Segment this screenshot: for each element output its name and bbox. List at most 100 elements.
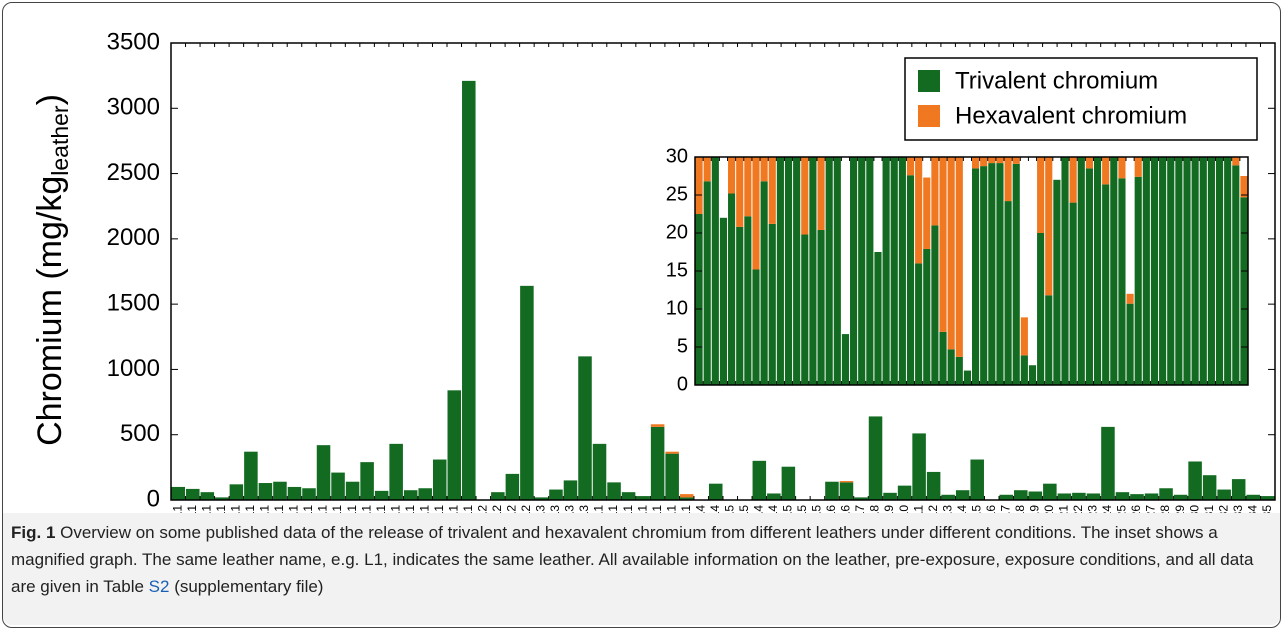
bar	[432, 459, 447, 500]
plot-frame	[170, 42, 1276, 501]
bar	[505, 473, 520, 500]
y-tick-label: 2000	[107, 224, 160, 251]
bar	[854, 497, 868, 500]
bar	[801, 157, 809, 235]
bar	[963, 370, 971, 385]
bar	[1115, 492, 1130, 500]
bar	[592, 443, 607, 500]
bar	[719, 217, 728, 385]
bar	[1173, 494, 1188, 500]
y-tick-label: 0	[677, 373, 688, 395]
bar	[890, 157, 898, 385]
bar	[1232, 165, 1240, 385]
bar	[839, 481, 854, 483]
bar	[728, 193, 736, 385]
bars	[695, 157, 1248, 385]
bar	[1102, 184, 1110, 385]
y-tick-label: 1500	[107, 289, 160, 316]
bar	[1037, 233, 1045, 385]
y-tick-label: 3000	[107, 94, 160, 121]
bar	[273, 481, 287, 500]
bars	[171, 80, 1275, 500]
bar	[549, 489, 563, 500]
bar	[972, 157, 980, 169]
bar	[1118, 157, 1126, 179]
bar	[447, 390, 462, 500]
bar	[1101, 426, 1115, 500]
bar	[781, 466, 796, 500]
bar	[1069, 157, 1077, 203]
bar	[244, 451, 258, 500]
bar	[850, 157, 858, 385]
bar	[915, 263, 923, 385]
bar	[1057, 493, 1072, 500]
bar	[389, 443, 403, 500]
bar	[839, 482, 854, 500]
bar	[752, 269, 760, 385]
bar	[1126, 303, 1134, 385]
bar	[1175, 157, 1183, 385]
bar	[1207, 157, 1215, 385]
bar	[636, 496, 650, 500]
bar	[200, 492, 215, 500]
bar	[980, 157, 988, 167]
bar	[1004, 157, 1012, 202]
bar	[744, 216, 752, 385]
bar	[1053, 179, 1061, 385]
bar	[1086, 493, 1101, 500]
bar	[703, 181, 711, 385]
bar	[331, 472, 345, 500]
bar	[760, 181, 768, 385]
bar	[650, 424, 665, 427]
bar	[607, 482, 621, 500]
legend-label: Hexavalent chromium	[955, 102, 1187, 129]
bar	[955, 356, 963, 385]
bar	[1004, 201, 1012, 385]
bar	[1134, 176, 1142, 385]
bar	[931, 157, 939, 226]
bar	[866, 157, 874, 385]
bar	[679, 494, 694, 498]
y-tick-label: 500	[120, 420, 160, 447]
bar	[996, 163, 1004, 385]
bar	[1110, 157, 1118, 385]
y-tick-label: 25	[666, 183, 688, 205]
y-axis-label: Chromium (mg/kgleather)	[31, 94, 73, 446]
bar	[1159, 488, 1173, 500]
bar	[947, 157, 955, 350]
bar	[1246, 494, 1260, 500]
bar	[1014, 490, 1028, 500]
bar	[999, 494, 1014, 500]
caption: Fig. 1 Overview on some published data o…	[3, 513, 1280, 625]
y-tick-label: 0	[147, 485, 160, 512]
bar	[915, 157, 923, 264]
bar	[1102, 157, 1110, 185]
bar	[520, 285, 534, 500]
bar	[784, 157, 793, 385]
bar	[825, 481, 839, 500]
caption-link[interactable]: S2	[148, 577, 170, 596]
bar	[171, 486, 186, 500]
bar	[1215, 157, 1224, 385]
bar	[939, 331, 947, 385]
bar	[1202, 475, 1217, 500]
bar	[898, 157, 906, 385]
bar	[947, 349, 955, 385]
bar	[665, 451, 679, 454]
bar	[988, 163, 996, 385]
bar	[996, 157, 1004, 164]
y-tick-label: 2500	[107, 159, 160, 186]
bar	[883, 492, 897, 500]
legend-label: Trivalent chromium	[955, 67, 1158, 94]
bar	[1199, 157, 1207, 385]
bar	[621, 492, 636, 500]
bar	[1093, 157, 1102, 385]
bar	[708, 483, 723, 500]
bar	[912, 433, 926, 500]
bar	[955, 157, 963, 357]
bar	[1069, 202, 1077, 385]
y-tick-label: 20	[666, 221, 688, 243]
bar	[882, 157, 890, 385]
bar	[1188, 461, 1202, 500]
